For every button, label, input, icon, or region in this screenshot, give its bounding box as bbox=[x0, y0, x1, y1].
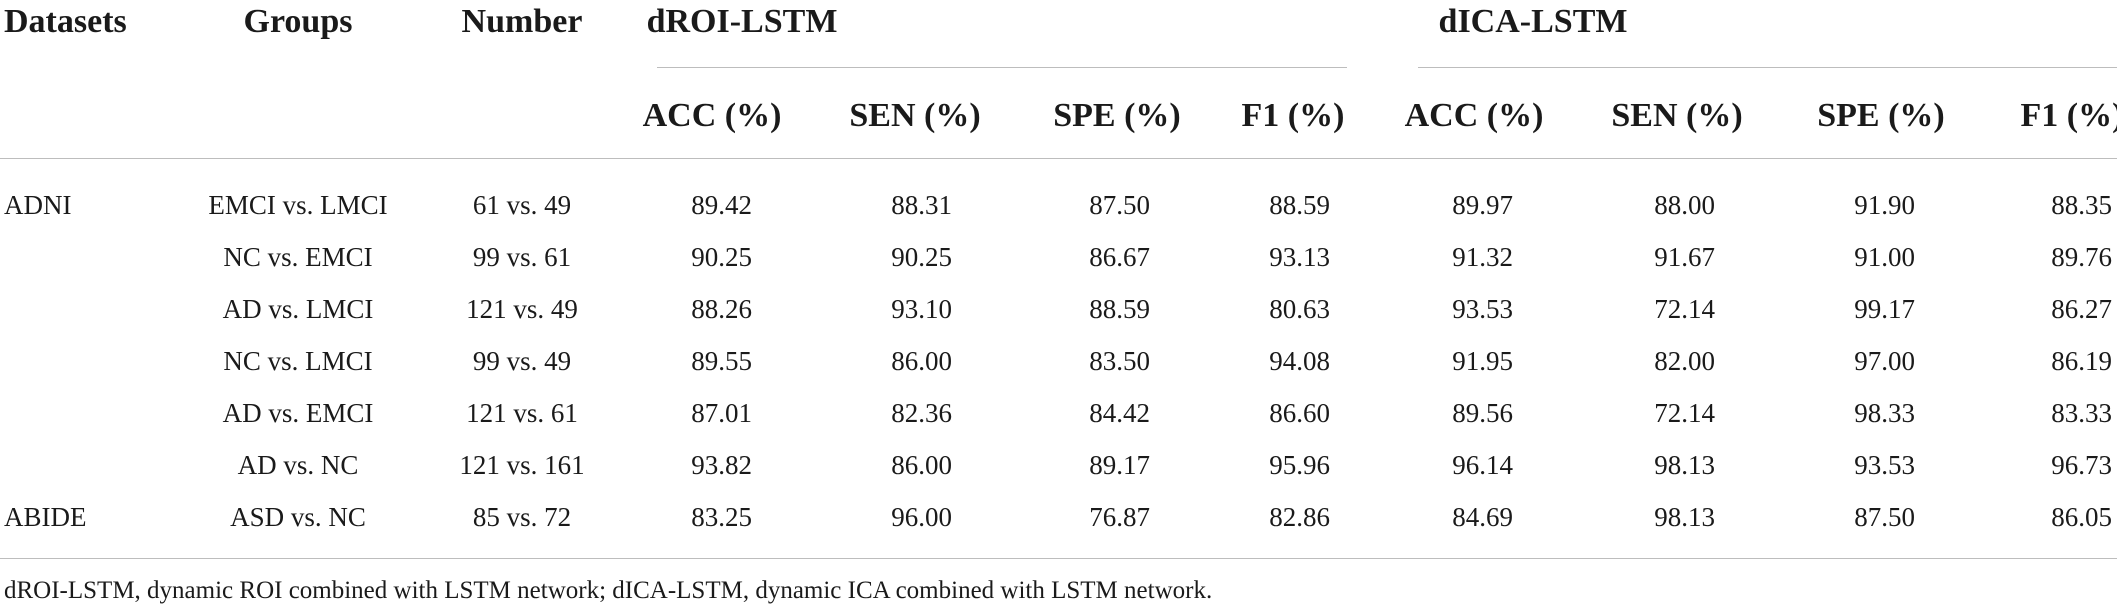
cell-droi-spe: 89.17 bbox=[1089, 450, 1150, 480]
cell-number: 121 vs. 61 bbox=[466, 398, 578, 428]
table-bottom-rule bbox=[0, 558, 2117, 559]
cell-number: 61 vs. 49 bbox=[472, 190, 572, 220]
cell-group: AD vs. NC bbox=[237, 450, 359, 480]
cell-droi-acc: 83.25 bbox=[691, 502, 752, 532]
cell-dica-spe: 87.50 bbox=[1854, 502, 1915, 532]
cell-dica-sen: 72.14 bbox=[1654, 294, 1715, 324]
cell-dataset: ADNI bbox=[4, 190, 72, 220]
header-dica-spe: SPE (%) bbox=[1817, 97, 1945, 134]
cell-dica-f1: 96.73 bbox=[2051, 450, 2112, 480]
cell-droi-sen: 86.00 bbox=[891, 346, 952, 376]
cell-droi-acc: 90.25 bbox=[691, 242, 752, 272]
header-groups: Groups bbox=[243, 3, 353, 40]
cell-dica-acc: 89.97 bbox=[1452, 190, 1513, 220]
cell-droi-sen: 93.10 bbox=[891, 294, 952, 324]
cell-number: 99 vs. 49 bbox=[472, 346, 572, 376]
cell-droi-sen: 90.25 bbox=[891, 242, 952, 272]
cell-droi-sen: 86.00 bbox=[891, 450, 952, 480]
cell-group: ASD vs. NC bbox=[230, 502, 366, 532]
cell-dica-spe: 97.00 bbox=[1854, 346, 1915, 376]
cell-dica-spe: 98.33 bbox=[1854, 398, 1915, 428]
header-droi-f1: F1 (%) bbox=[1241, 97, 1345, 134]
cell-droi-f1: 88.59 bbox=[1269, 190, 1330, 220]
cell-dica-sen: 88.00 bbox=[1654, 190, 1715, 220]
cell-dica-f1: 86.19 bbox=[2051, 346, 2112, 376]
cell-droi-acc: 88.26 bbox=[691, 294, 752, 324]
cell-group: NC vs. EMCI bbox=[223, 242, 373, 272]
cell-group: NC vs. LMCI bbox=[223, 346, 373, 376]
cell-dica-acc: 91.32 bbox=[1452, 242, 1513, 272]
cell-droi-acc: 89.42 bbox=[691, 190, 752, 220]
cell-droi-f1: 80.63 bbox=[1269, 294, 1330, 324]
cell-dica-sen: 72.14 bbox=[1654, 398, 1715, 428]
cell-droi-spe: 84.42 bbox=[1089, 398, 1150, 428]
cell-dataset: ABIDE bbox=[4, 502, 87, 532]
header-model-dica-lstm: dICA-LSTM bbox=[1438, 3, 1628, 40]
cell-droi-f1: 86.60 bbox=[1269, 398, 1330, 428]
cell-droi-acc: 93.82 bbox=[691, 450, 752, 480]
header-model-droi-lstm: dROI-LSTM bbox=[646, 3, 838, 40]
cell-droi-spe: 86.67 bbox=[1089, 242, 1150, 272]
header-droi-sen: SEN (%) bbox=[849, 97, 981, 134]
cell-droi-sen: 82.36 bbox=[891, 398, 952, 428]
header-dica-f1: F1 (%) bbox=[2020, 97, 2117, 134]
cell-dica-sen: 98.13 bbox=[1654, 502, 1715, 532]
cell-droi-f1: 82.86 bbox=[1269, 502, 1330, 532]
cell-dica-sen: 91.67 bbox=[1654, 242, 1715, 272]
cell-number: 99 vs. 61 bbox=[472, 242, 572, 272]
cell-group: AD vs. EMCI bbox=[222, 398, 374, 428]
cell-droi-spe: 76.87 bbox=[1089, 502, 1150, 532]
cell-dica-spe: 91.00 bbox=[1854, 242, 1915, 272]
cell-number: 121 vs. 49 bbox=[466, 294, 578, 324]
cell-number: 121 vs. 161 bbox=[459, 450, 585, 480]
cell-dica-spe: 93.53 bbox=[1854, 450, 1915, 480]
cell-number: 85 vs. 72 bbox=[472, 502, 572, 532]
cell-droi-spe: 83.50 bbox=[1089, 346, 1150, 376]
cell-droi-sen: 88.31 bbox=[891, 190, 952, 220]
header-dica-acc: ACC (%) bbox=[1404, 97, 1544, 134]
header-droi-acc: ACC (%) bbox=[642, 97, 782, 134]
cell-droi-sen: 96.00 bbox=[891, 502, 952, 532]
cell-droi-f1: 93.13 bbox=[1269, 242, 1330, 272]
cell-dica-f1: 86.05 bbox=[2051, 502, 2112, 532]
cell-dica-acc: 89.56 bbox=[1452, 398, 1513, 428]
dica-span-rule bbox=[1418, 67, 2117, 68]
header-number: Number bbox=[461, 3, 583, 40]
cell-group: EMCI vs. LMCI bbox=[208, 190, 388, 220]
cell-dica-spe: 99.17 bbox=[1854, 294, 1915, 324]
cell-droi-spe: 88.59 bbox=[1089, 294, 1150, 324]
cell-droi-spe: 87.50 bbox=[1089, 190, 1150, 220]
cell-dica-acc: 84.69 bbox=[1452, 502, 1513, 532]
cell-droi-f1: 95.96 bbox=[1269, 450, 1330, 480]
cell-droi-acc: 87.01 bbox=[691, 398, 752, 428]
cell-dica-f1: 83.33 bbox=[2051, 398, 2112, 428]
cell-droi-acc: 89.55 bbox=[691, 346, 752, 376]
cell-droi-f1: 94.08 bbox=[1269, 346, 1330, 376]
header-dica-sen: SEN (%) bbox=[1611, 97, 1743, 134]
cell-dica-f1: 89.76 bbox=[2051, 242, 2112, 272]
cell-dica-sen: 82.00 bbox=[1654, 346, 1715, 376]
cell-dica-spe: 91.90 bbox=[1854, 190, 1915, 220]
table-footnote: dROI-LSTM, dynamic ROI combined with LST… bbox=[4, 577, 1213, 604]
cell-dica-f1: 86.27 bbox=[2051, 294, 2112, 324]
cell-dica-acc: 91.95 bbox=[1452, 346, 1513, 376]
header-datasets: Datasets bbox=[4, 3, 127, 40]
cell-dica-acc: 93.53 bbox=[1452, 294, 1513, 324]
header-droi-spe: SPE (%) bbox=[1053, 97, 1181, 134]
cell-dica-f1: 88.35 bbox=[2051, 190, 2112, 220]
cell-group: AD vs. LMCI bbox=[222, 294, 374, 324]
cell-dica-acc: 96.14 bbox=[1452, 450, 1513, 480]
droi-span-rule bbox=[657, 67, 1347, 68]
cell-dica-sen: 98.13 bbox=[1654, 450, 1715, 480]
header-bottom-rule bbox=[0, 158, 2117, 159]
